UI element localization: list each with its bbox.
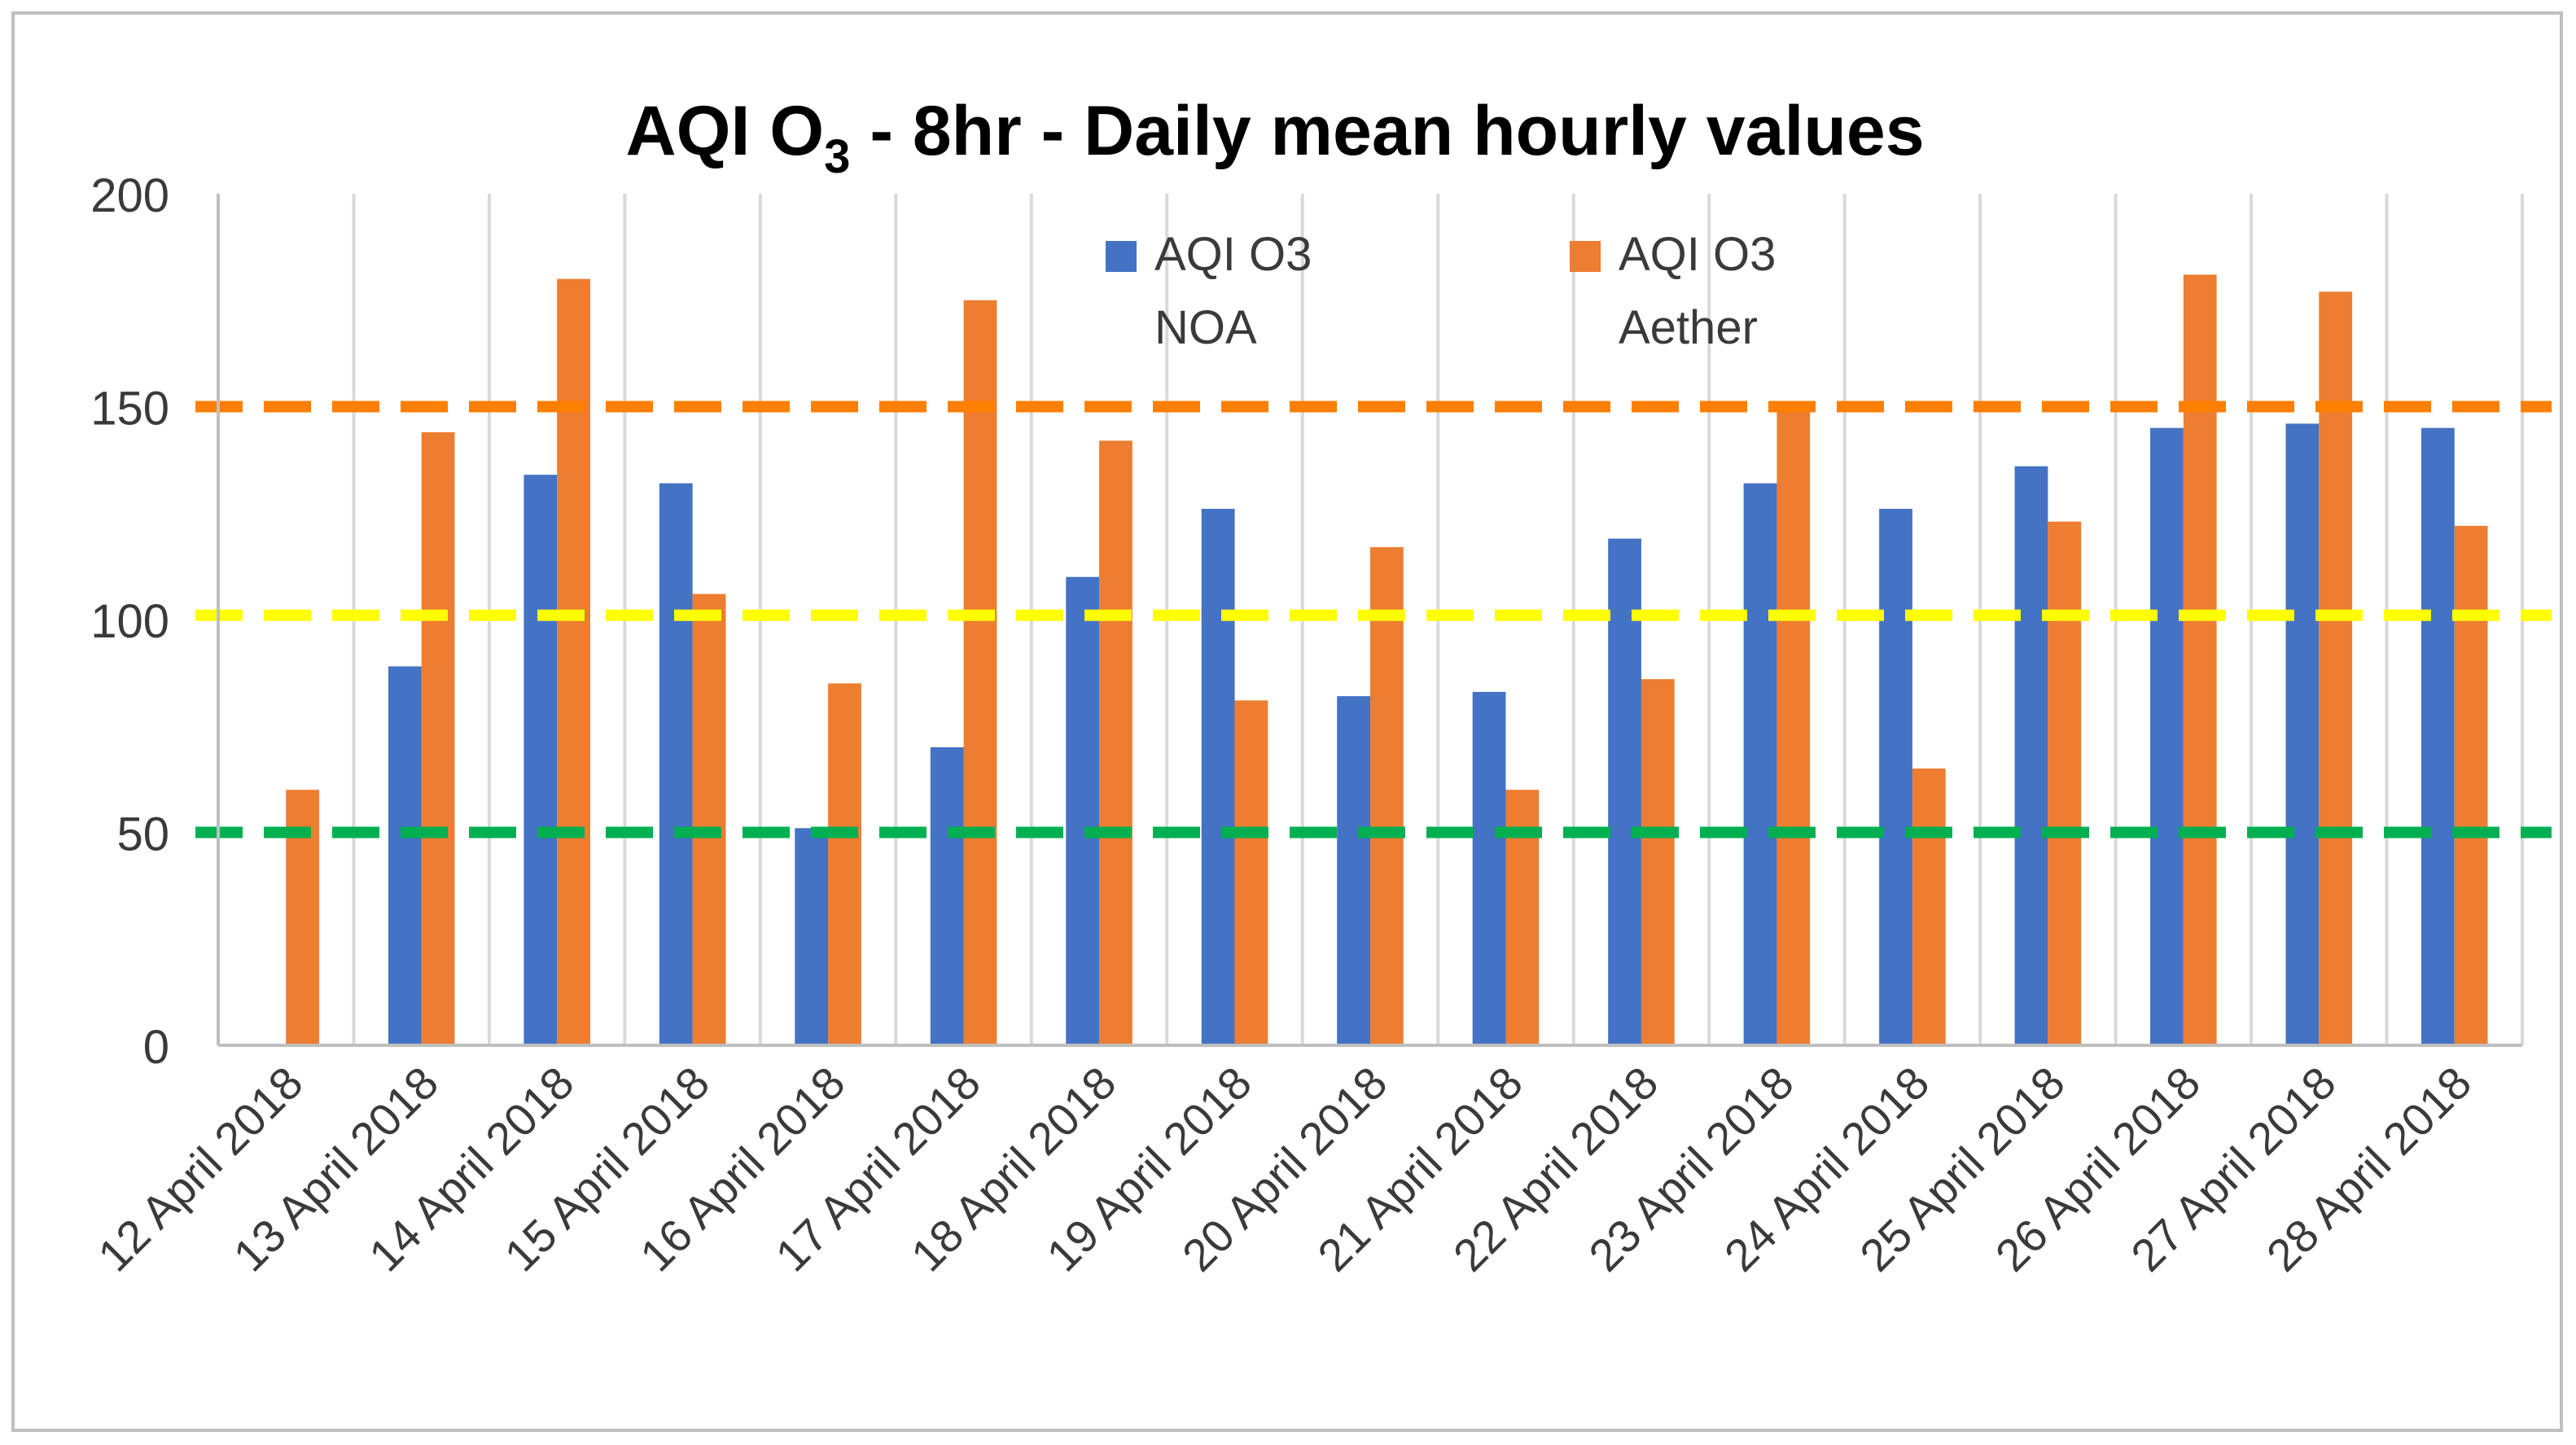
legend-label: NOA xyxy=(1154,301,1257,354)
bar-aether xyxy=(1099,440,1132,1045)
y-tick-label: 200 xyxy=(90,169,169,222)
bar-noa xyxy=(1201,509,1235,1045)
y-tick-label: 100 xyxy=(90,595,169,648)
bar-aether xyxy=(1776,410,1811,1046)
bar-noa xyxy=(1743,483,1777,1045)
bar-noa xyxy=(2420,427,2455,1045)
bar-noa xyxy=(1608,538,1641,1045)
bar-aether xyxy=(828,683,861,1045)
bar-aether xyxy=(963,300,997,1045)
bar-noa xyxy=(2014,466,2048,1045)
bar-noa xyxy=(388,666,422,1045)
bar-noa xyxy=(1337,696,1370,1045)
reference-lines xyxy=(195,401,2552,839)
bar-noa xyxy=(2285,423,2320,1045)
bar-noa xyxy=(930,747,964,1045)
bar-noa xyxy=(2150,427,2184,1045)
bar-aether xyxy=(2454,525,2488,1045)
bar-aether xyxy=(1912,768,1946,1045)
y-tick-label: 0 xyxy=(143,1021,169,1074)
bar-aether xyxy=(557,278,590,1046)
legend-label: AQI O3 xyxy=(1619,228,1776,281)
bar-aether xyxy=(2048,521,2082,1045)
legend-label: Aether xyxy=(1619,301,1758,354)
bar-noa xyxy=(1879,509,1912,1045)
bar-aether xyxy=(421,431,455,1045)
bar-aether xyxy=(692,593,726,1045)
y-tick-label: 50 xyxy=(116,808,169,861)
legend-swatch xyxy=(1106,241,1137,272)
bar-noa xyxy=(1472,691,1506,1045)
bar-noa xyxy=(795,828,829,1045)
bar-noa xyxy=(659,483,693,1045)
legend-label: AQI O3 xyxy=(1154,228,1312,281)
bar-noa xyxy=(524,475,558,1045)
chart-title: AQI O3 - 8hr - Daily mean hourly values xyxy=(625,92,1924,183)
bar-noa xyxy=(1066,576,1100,1045)
bar-aether xyxy=(1370,547,1404,1045)
bar-aether xyxy=(2319,291,2353,1045)
y-tick-label: 150 xyxy=(90,383,169,436)
bar-aether xyxy=(2183,274,2217,1045)
bar-aether xyxy=(1234,700,1268,1045)
bars xyxy=(286,274,2488,1046)
legend-swatch xyxy=(1570,241,1601,272)
legend: AQI O3 NOA AQI O3 Aether xyxy=(1106,228,1776,354)
bar-aether xyxy=(1641,679,1675,1045)
